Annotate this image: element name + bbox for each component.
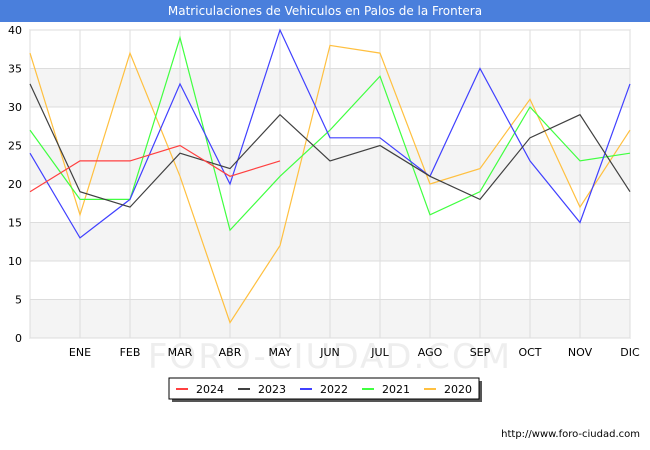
y-tick-label: 40 — [8, 24, 22, 37]
x-axis: ENE FEB MAR ABR MAY JUN JUL AGO SEP OCT NOV DIC — [69, 346, 640, 359]
y-tick-label: 15 — [8, 217, 22, 230]
y-tick-label: 5 — [15, 294, 22, 307]
x-tick-label: MAY — [269, 346, 292, 359]
chart-title: Matriculaciones de Vehiculos en Palos de… — [0, 0, 650, 22]
watermark: FORO-CIUDAD.COM — [148, 337, 512, 377]
x-tick-label: AGO — [418, 346, 443, 359]
x-tick-label: SEP — [470, 346, 491, 359]
x-tick-label: JUL — [370, 346, 389, 359]
series-line-2023 — [29, 83, 631, 208]
legend-label-2020: 2020 — [444, 383, 472, 396]
x-tick-label: FEB — [120, 346, 141, 359]
y-tick-label: 35 — [8, 63, 22, 76]
y-tick-label: 0 — [15, 332, 22, 345]
x-tick-label: ENE — [69, 346, 91, 359]
x-tick-label: NOV — [568, 346, 593, 359]
legend-box — [168, 377, 480, 400]
series-lines — [29, 28, 631, 324]
legend: 2024 2023 2022 2021 2020 — [168, 377, 482, 402]
legend-label-2021: 2021 — [382, 383, 410, 396]
series-line-2024 — [29, 144, 281, 193]
series-line-2020 — [29, 44, 631, 324]
legend-label-2023: 2023 — [258, 383, 286, 396]
x-tick-label: ABR — [219, 346, 242, 359]
x-tick-label: DIC — [620, 346, 640, 359]
y-tick-label: 25 — [8, 140, 22, 153]
y-axis: 0 5 10 15 20 25 30 35 40 — [8, 24, 22, 345]
legend-label-2024: 2024 — [196, 383, 224, 396]
source-url[interactable]: http://www.foro-ciudad.com — [501, 429, 640, 440]
grid-lines — [29, 29, 631, 339]
x-tick-label: OCT — [518, 346, 541, 359]
legend-label-2022: 2022 — [320, 383, 348, 396]
y-tick-label: 30 — [8, 101, 22, 114]
x-tick-label: MAR — [168, 346, 193, 359]
x-tick-label: JUN — [319, 346, 340, 359]
y-tick-label: 20 — [8, 178, 22, 191]
series-line-2022 — [29, 28, 631, 239]
y-tick-label: 10 — [8, 255, 22, 268]
